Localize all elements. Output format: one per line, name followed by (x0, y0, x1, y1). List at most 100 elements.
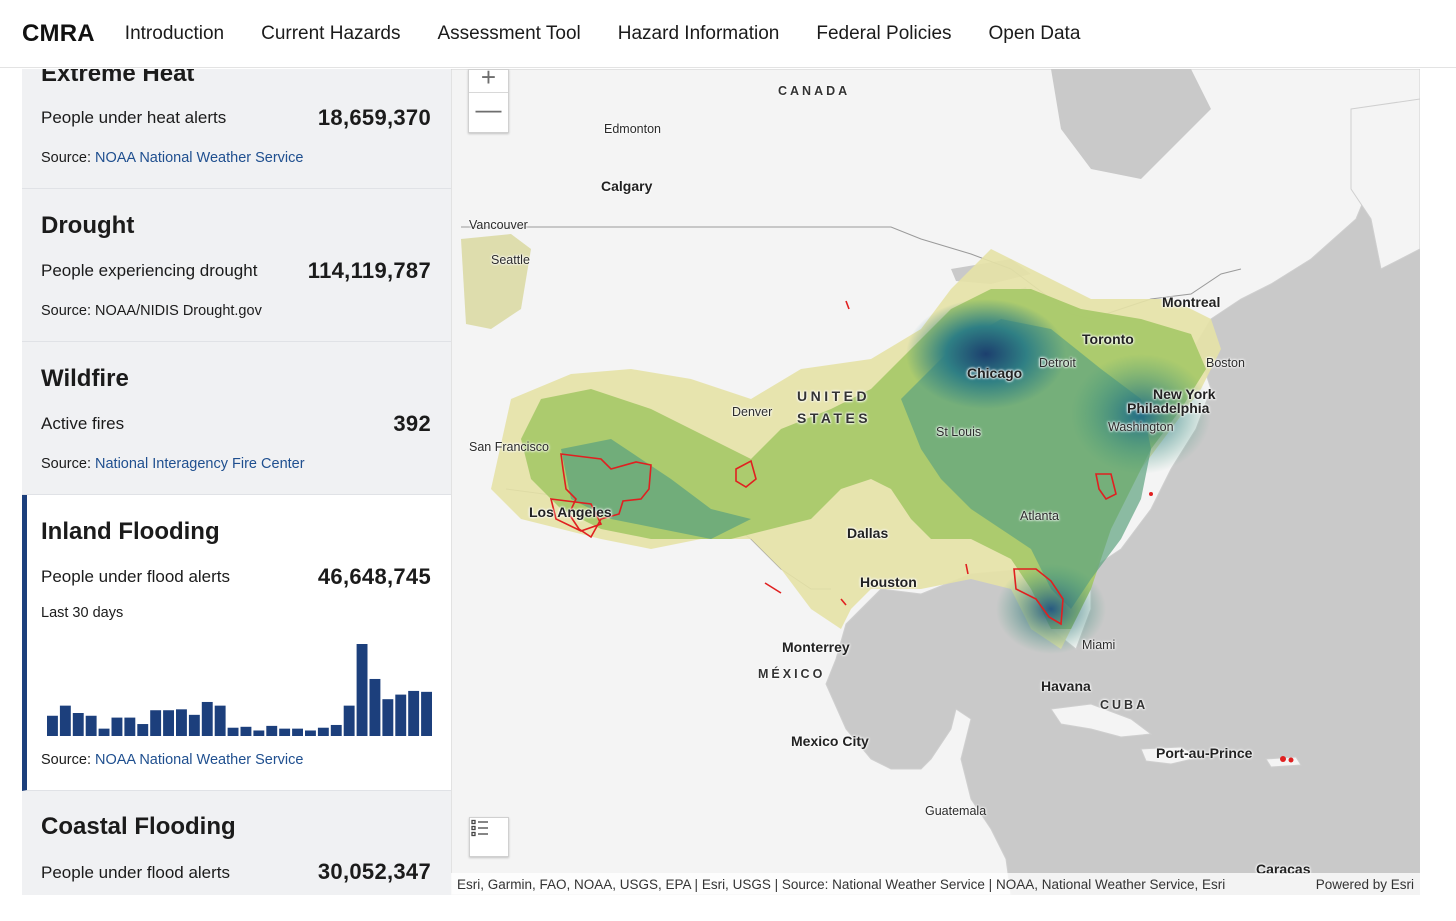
nav-open-data[interactable]: Open Data (988, 22, 1081, 44)
top-navigation: CMRA Introduction Current Hazards Assess… (0, 0, 1456, 68)
metric-value: 30,052,347 (317, 859, 431, 884)
flood-history-bar[interactable] (124, 717, 136, 736)
flood-history-bar[interactable] (188, 714, 200, 736)
card-title: Drought (41, 212, 135, 239)
flood-history-bar[interactable] (253, 730, 265, 736)
flood-history-bar[interactable] (305, 730, 316, 736)
flood-history-bar[interactable] (111, 717, 123, 736)
flood-history-bar[interactable] (317, 727, 329, 736)
label-denver: Denver (732, 405, 773, 419)
label-united: UNITED (797, 388, 871, 404)
flood-history-bar[interactable] (47, 715, 58, 736)
hazard-card-inland-flooding[interactable]: Inland Flooding People under flood alert… (22, 495, 451, 791)
attribution-text: Esri, Garmin, FAO, NOAA, USGS, EPA | Esr… (457, 876, 1226, 892)
label-houston: Houston (860, 574, 917, 590)
legend-list-icon (471, 819, 488, 837)
legend-button[interactable] (469, 817, 509, 857)
flood-history-bar[interactable] (369, 678, 381, 736)
label-montreal: Montreal (1162, 294, 1221, 310)
label-monterrey: Monterrey (782, 639, 850, 655)
metric-value: 392 (393, 411, 431, 436)
nav-hazard-information[interactable]: Hazard Information (617, 22, 780, 44)
source-link[interactable]: NOAA National Weather Service (95, 752, 304, 768)
label-havana: Havana (1041, 678, 1091, 694)
zoom-out-button[interactable]: — (475, 93, 502, 124)
label-philadelphia: Philadelphia (1127, 400, 1210, 416)
metric-label: People under heat alerts (41, 108, 227, 127)
flood-history-bar[interactable] (279, 728, 291, 736)
label-cuba: CUBA (1100, 698, 1149, 712)
metric-value: 114,119,787 (307, 258, 431, 283)
source-text: Source: NOAA/NIDIS Drought.gov (41, 303, 262, 319)
flood-history-bar-chart (47, 644, 432, 736)
label-new-york: New York (1153, 386, 1216, 402)
flood-history-bar[interactable] (395, 694, 407, 736)
flood-history-bar[interactable] (356, 644, 368, 736)
flood-history-bar[interactable] (176, 709, 187, 736)
hazard-card-extreme-heat[interactable]: Extreme Heat People under heat alerts 18… (22, 69, 451, 189)
label-boston: Boston (1206, 356, 1245, 370)
card-title: Inland Flooding (41, 518, 220, 545)
hazard-card-coastal-flooding[interactable]: Coastal Flooding People under flood aler… (22, 791, 451, 895)
label-states: STATES (797, 410, 872, 426)
flood-history-bar[interactable] (98, 728, 110, 736)
nav-assessment-tool[interactable]: Assessment Tool (437, 22, 581, 44)
metric-label: Active fires (41, 414, 125, 433)
card-title: Coastal Flooding (41, 813, 236, 840)
flood-history-bar[interactable] (201, 701, 213, 736)
label-detroit: Detroit (1039, 356, 1076, 370)
flood-history-bar[interactable] (85, 715, 97, 736)
flood-history-bar[interactable] (408, 690, 420, 736)
card-title: Extreme Heat (41, 69, 195, 87)
source-link[interactable]: NOAA National Weather Service (95, 150, 304, 166)
label-san-francisco: San Francisco (469, 440, 549, 454)
label-edmonton: Edmonton (604, 122, 661, 136)
label-calgary: Calgary (601, 178, 653, 194)
nav-current-hazards[interactable]: Current Hazards (261, 22, 401, 44)
flood-history-bar[interactable] (163, 710, 174, 736)
label-atlanta: Atlanta (1020, 509, 1059, 523)
fire-perimeters (549, 300, 1117, 626)
map-attribution: Esri, Garmin, FAO, NOAA, USGS, EPA | Esr… (451, 873, 1420, 895)
brand-logo[interactable]: CMRA (22, 19, 95, 47)
label-vancouver: Vancouver (469, 218, 528, 232)
flood-history-bar[interactable] (137, 724, 149, 736)
flood-history-bar[interactable] (330, 724, 342, 736)
label-mexico-city: Mexico City (791, 733, 869, 749)
metric-label: People under flood alerts (41, 567, 231, 586)
card-title: Wildfire (41, 365, 129, 392)
flood-history-bar[interactable] (150, 710, 162, 736)
flood-history-bar[interactable] (72, 713, 84, 736)
fire-points (1149, 492, 1294, 763)
hazard-card-wildfire[interactable]: Wildfire Active fires 392 Source: Nation… (22, 342, 451, 495)
label-guatemala: Guatemala (925, 804, 987, 818)
label-st-louis: St Louis (936, 425, 982, 439)
source-text: Source: NOAA National Weather Service (41, 752, 304, 768)
flood-history-bar[interactable] (59, 705, 71, 736)
powered-by-esri-link[interactable]: Powered by Esri (1315, 876, 1414, 892)
flood-layer (461, 234, 1221, 654)
flood-history-bar[interactable] (240, 726, 252, 736)
hazard-map[interactable]: CANADA Edmonton Calgary Vancouver Seattl… (451, 69, 1420, 895)
nav-federal-policies[interactable]: Federal Policies (816, 22, 952, 44)
zoom-in-button[interactable]: + (469, 69, 508, 93)
flood-history-bar[interactable] (292, 728, 303, 736)
label-los-angeles: Los Angeles (529, 504, 612, 520)
label-dallas: Dallas (847, 525, 889, 541)
flood-history-bar[interactable] (266, 725, 278, 736)
label-toronto: Toronto (1082, 331, 1134, 347)
flood-history-bar[interactable] (343, 705, 355, 736)
zoom-control: + — (468, 69, 509, 133)
label-chicago: Chicago (967, 365, 1023, 381)
flood-history-bar[interactable] (421, 691, 432, 736)
flood-history-bar[interactable] (214, 705, 226, 736)
hazard-sidebar: Extreme Heat People under heat alerts 18… (22, 69, 451, 895)
nav-introduction[interactable]: Introduction (124, 22, 225, 44)
source-link[interactable]: National Interagency Fire Center (95, 456, 305, 472)
hazard-card-drought[interactable]: Drought People experiencing drought 114,… (22, 189, 451, 342)
label-port-au-prince: Port-au-Prince (1156, 745, 1253, 761)
map-canvas[interactable] (451, 69, 1420, 895)
flood-history-bar[interactable] (382, 699, 394, 736)
source-text: Source: National Interagency Fire Center (41, 456, 305, 472)
flood-history-bar[interactable] (227, 727, 239, 736)
